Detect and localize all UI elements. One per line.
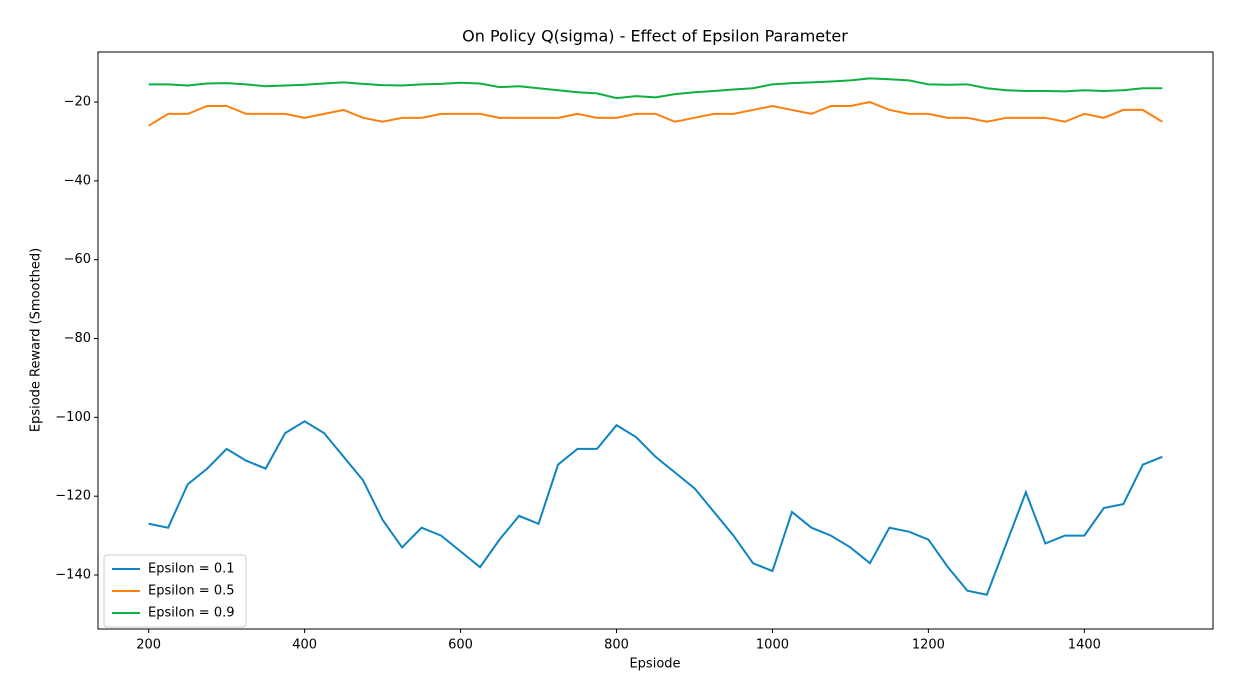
x-axis-label: Epsiode <box>629 657 680 672</box>
x-tick-label: 400 <box>292 638 317 653</box>
x-tick-label: 200 <box>136 638 161 653</box>
legend-label: Epsilon = 0.1 <box>148 562 235 577</box>
legend-label: Epsilon = 0.5 <box>148 584 235 599</box>
series-line <box>148 77 1163 100</box>
y-tick-label: −100 <box>55 410 91 425</box>
y-tick-label: −60 <box>64 252 91 267</box>
series-line <box>148 101 1163 127</box>
y-tick-label: −20 <box>64 95 91 110</box>
y-tick-label: −140 <box>55 568 91 583</box>
series-line <box>148 420 1163 596</box>
legend-box <box>103 554 247 628</box>
plot-frame <box>97 51 1214 630</box>
y-axis-label: Epsiode Reward (Smoothed) <box>29 248 44 432</box>
y-tick-label: −40 <box>64 173 91 188</box>
y-tick-label: −120 <box>55 489 91 504</box>
x-tick-label: 1400 <box>1068 638 1101 653</box>
x-tick-label: 600 <box>448 638 473 653</box>
y-tick-label: −80 <box>64 331 91 346</box>
x-tick-label: 1200 <box>912 638 945 653</box>
x-tick-label: 1000 <box>756 638 789 653</box>
chart-title: On Policy Q(sigma) - Effect of Epsilon P… <box>462 27 848 46</box>
x-tick-label: 800 <box>604 638 629 653</box>
legend-label: Epsilon = 0.9 <box>148 606 235 621</box>
